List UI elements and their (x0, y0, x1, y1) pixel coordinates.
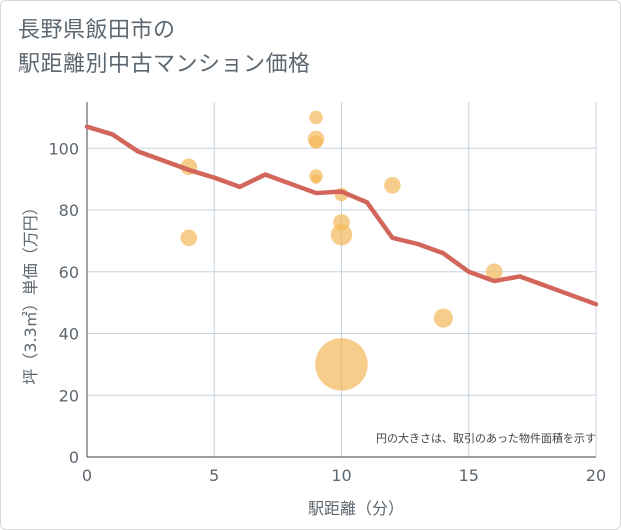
title-line-2: 駅距離別中古マンション価格 (18, 52, 311, 77)
data-bubble (330, 224, 353, 246)
data-bubble (309, 110, 323, 125)
data-bubble (485, 263, 503, 281)
trend-series (84, 124, 599, 307)
y-axis-label: 坪（3.3㎡）単価（万円） (21, 199, 40, 384)
data-bubble (433, 308, 453, 328)
data-bubble (315, 338, 368, 391)
title-line-1: 長野県飯田市の (18, 18, 176, 43)
data-bubble (311, 174, 321, 184)
x-tick-label: 20 (586, 466, 606, 485)
tick-labels: 0 5 10 15 20 0 20 40 60 80 100 (48, 139, 606, 485)
data-bubble (180, 229, 198, 247)
y-tick-label: 60 (59, 263, 79, 282)
x-axis-label: 駅距離（分） (308, 499, 404, 518)
chart-title: 長野県飯田市の 駅距離別中古マンション価格 (18, 14, 311, 82)
y-tick-label: 20 (59, 386, 79, 405)
y-tick-label: 100 (48, 139, 79, 158)
trend-line (84, 124, 599, 307)
data-bubble (384, 177, 401, 194)
x-tick-label: 15 (459, 466, 479, 485)
y-tick-label: 0 (69, 448, 79, 467)
y-tick-label: 40 (59, 325, 79, 344)
grid (86, 102, 597, 458)
y-tick-label: 80 (59, 201, 79, 220)
x-tick-label: 0 (82, 466, 92, 485)
data-bubble (309, 135, 323, 149)
x-tick-label: 10 (331, 466, 351, 485)
x-tick-label: 5 (209, 466, 219, 485)
size-note: 円の大きさは、取引のあった物件面積を示す (376, 431, 596, 445)
